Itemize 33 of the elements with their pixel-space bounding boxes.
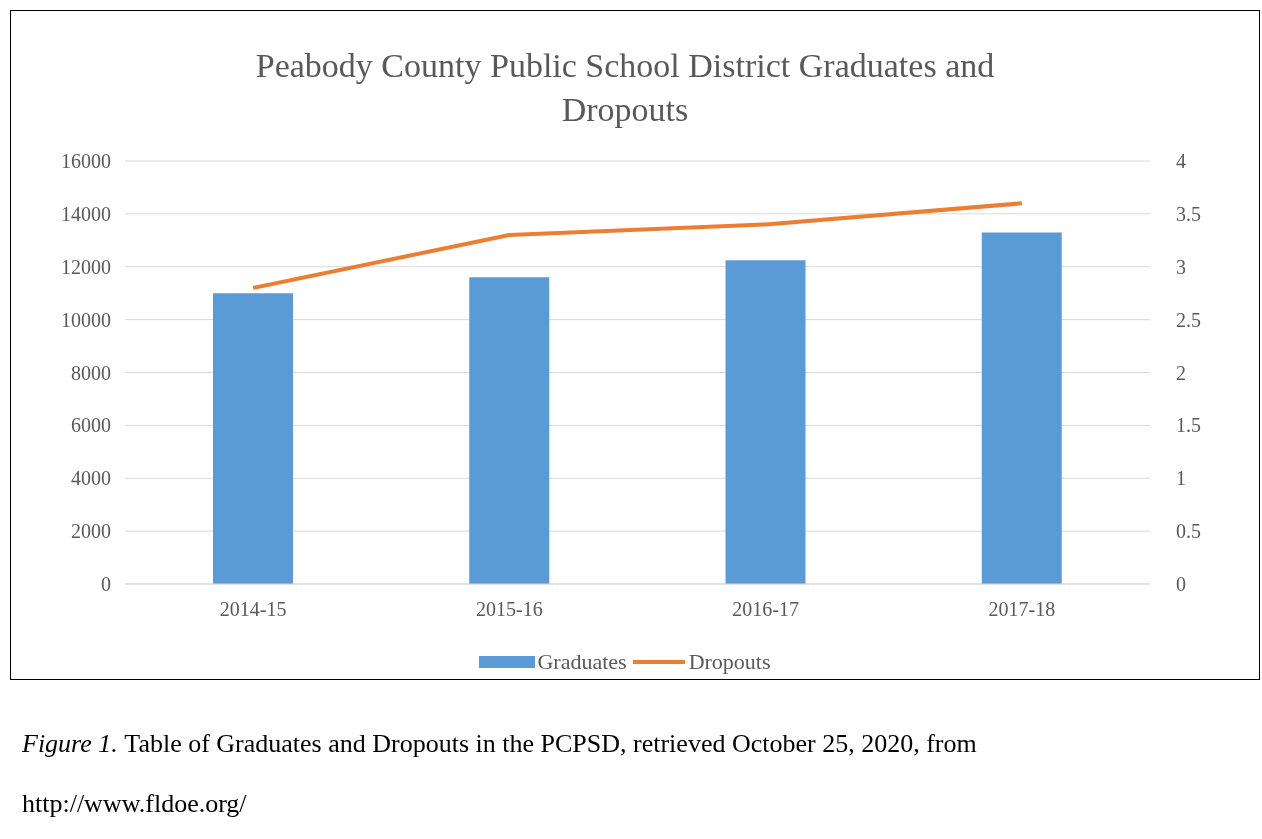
x-tick-label: 2015-16 [476,598,543,621]
bar [725,260,806,584]
y2-tick-label: 3 [1176,255,1186,278]
y-tick-label: 2000 [71,520,111,543]
y2-tick-label: 2.5 [1176,308,1201,331]
x-tick-label: 2017-18 [988,598,1056,621]
chart-title: Peabody County Public School District Graduates and Dropouts [254,46,996,130]
y-tick-label: 10000 [61,308,111,331]
y2-tick-label: 1 [1176,467,1186,490]
y2-tick-label: 1.5 [1176,414,1201,437]
bar [469,277,550,584]
y-tick-label: 0 [101,573,111,596]
bar [213,293,293,584]
y-tick-label: 16000 [61,150,111,173]
y-tick-label: 4000 [71,467,111,490]
y-tick-label: 12000 [61,255,111,278]
bar [981,232,1062,584]
y-tick-label: 6000 [71,414,111,437]
line-series [251,201,1024,290]
y2-tick-label: 2 [1176,361,1186,384]
text: Table of Graduates and Dropouts in the PCPSD, retrieved October 25, 2020, from [124,729,977,758]
y-tick-label: 14000 [61,202,111,225]
y-tick-label: 8000 [71,361,111,384]
legend-label: Dropouts [687,649,771,675]
y2-tick-label: 0 [1176,573,1186,596]
legend-label: Graduates [536,649,627,675]
caption: Figure 1. [22,729,119,758]
x-tick-label: 2014-15 [219,598,287,621]
y2-tick-label: 0.5 [1176,520,1201,543]
x-tick-label: 2016-17 [732,598,799,621]
text: http://www.fldoe.org/ [22,788,248,820]
y2-tick-label: 4 [1176,150,1186,173]
y2-tick-label: 3.5 [1176,202,1201,225]
